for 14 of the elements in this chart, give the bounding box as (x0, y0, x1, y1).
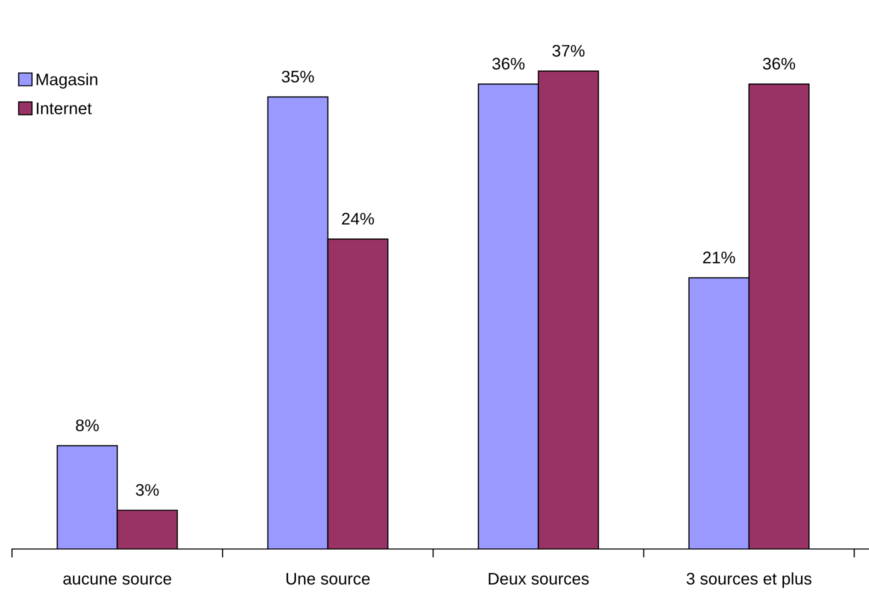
data-label: 8% (76, 419, 99, 432)
data-label: 3% (136, 484, 159, 496)
legend-label: Internet (36, 102, 92, 114)
data-label: 36% (492, 58, 524, 70)
data-label: 37% (552, 44, 585, 57)
data-label: 21% (703, 252, 736, 264)
x-tick-label: Une source (286, 572, 370, 585)
data-label: 36% (762, 58, 796, 70)
legend-label: Magasin (36, 73, 98, 89)
data-label: 35% (282, 70, 314, 83)
x-tick-label: aucune source (63, 575, 172, 585)
x-tick-label: Deux sources (488, 572, 589, 585)
data-label: 24% (342, 212, 374, 225)
x-tick-label: 3 sources et plus (686, 572, 812, 588)
